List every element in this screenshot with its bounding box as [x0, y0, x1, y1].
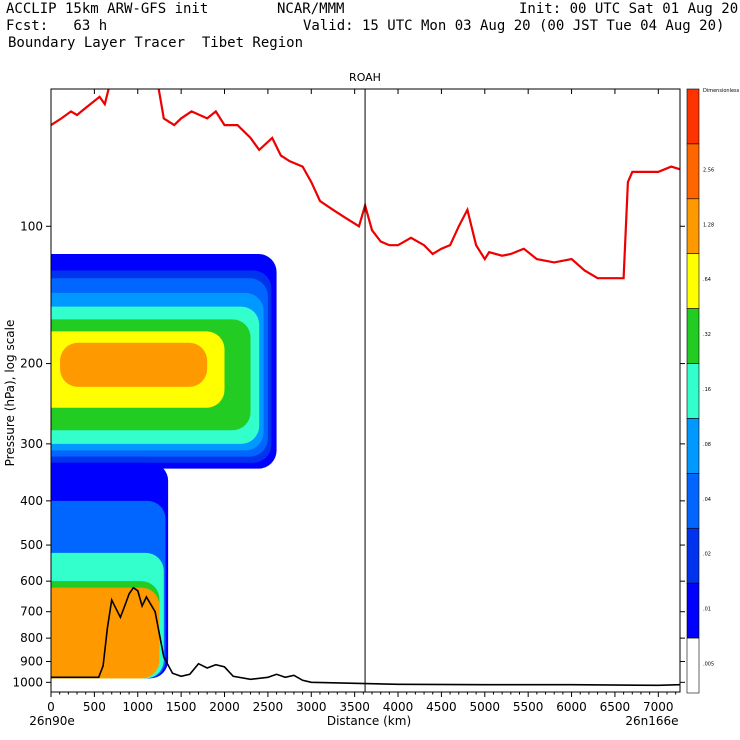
colorbar-swatch [686, 582, 700, 639]
colorbar-swatch [686, 363, 700, 419]
x-tick-label: 5000 [470, 700, 501, 714]
tracer-region-7 [60, 342, 208, 387]
colorbar-level-label: .32 [703, 332, 711, 338]
y-tick-label: 200 [20, 357, 43, 371]
y-tick-label: 800 [20, 631, 43, 645]
y-tick-label: 500 [20, 538, 43, 552]
colorbar-swatch [686, 527, 700, 584]
chart-title: ROAH [349, 71, 381, 84]
x-tick-label: 1000 [122, 700, 153, 714]
colorbar-level-label: 1.28 [703, 222, 714, 228]
x-tick-label: 4000 [383, 700, 414, 714]
x-tick-label: 4500 [426, 700, 457, 714]
x-tick-label: 6000 [556, 700, 587, 714]
valid-time: Valid: 15 UTC Mon 03 Aug 20 (00 JST Tue … [303, 18, 725, 34]
colorbar-level-label: .04 [703, 497, 711, 503]
field-subtitle: Boundary Layer Tracer Tibet Region [8, 35, 304, 51]
x-end-label: 26n166e [625, 714, 678, 728]
forecast-hour: Fcst: 63 h [6, 18, 108, 34]
x-tick-label: 2000 [209, 700, 240, 714]
x-tick-label: 1500 [166, 700, 197, 714]
y-tick-label: 700 [20, 605, 43, 619]
x-tick-label: 3500 [339, 700, 370, 714]
colorbar-swatch [686, 637, 700, 694]
colorbar-swatch [686, 473, 700, 529]
colorbar-level-label: .01 [703, 607, 711, 613]
colorbar-level-label: .08 [703, 442, 711, 448]
init-time: Init: 00 UTC Sat 01 Aug 20 [519, 1, 739, 17]
x-tick-label: 6500 [600, 700, 631, 714]
x-axis-label: Distance (km) [327, 714, 411, 728]
colorbar-level-label: 2.56 [703, 167, 714, 173]
y-tick-label: 900 [20, 654, 43, 668]
model-title: ACCLIP 15km ARW-GFS init [6, 1, 209, 17]
x-tick-label: 2500 [253, 700, 284, 714]
x-tick-label: 500 [83, 700, 106, 714]
x-tick-label: 3000 [296, 700, 327, 714]
y-tick-label: 400 [20, 494, 43, 508]
x-tick-label: 7000 [643, 700, 674, 714]
y-tick-label: 300 [20, 437, 43, 451]
y-tick-label: 1000 [12, 675, 43, 689]
y-tick-label: 100 [20, 219, 43, 233]
colorbar-level-label: .02 [703, 552, 711, 558]
x-tick-label: 0 [47, 700, 55, 714]
colorbar-level-label: .16 [703, 387, 711, 393]
x-tick-label: 5500 [513, 700, 544, 714]
colorbar-swatch [686, 198, 700, 255]
colorbar-swatch [686, 88, 700, 145]
colorbar-swatch [686, 418, 700, 474]
y-axis-label: Pressure (hPa), log scale [3, 320, 17, 467]
y-tick-label: 600 [20, 574, 43, 588]
colorbar-swatch [686, 253, 700, 309]
x-start-label: 26n90e [29, 714, 75, 728]
org-label: NCAR/MMM [277, 1, 345, 17]
colorbar-level-label: .005 [703, 662, 714, 668]
terrain-line [51, 586, 680, 687]
plot-frame [50, 88, 681, 693]
colorbar-swatch [686, 143, 700, 200]
colorbar-swatch [686, 308, 700, 364]
tropopause-line [51, 89, 680, 280]
tracer-region-13 [51, 587, 160, 679]
colorbar-level-label: Dimensionless [703, 88, 740, 94]
colorbar-level-label: .64 [703, 277, 711, 283]
